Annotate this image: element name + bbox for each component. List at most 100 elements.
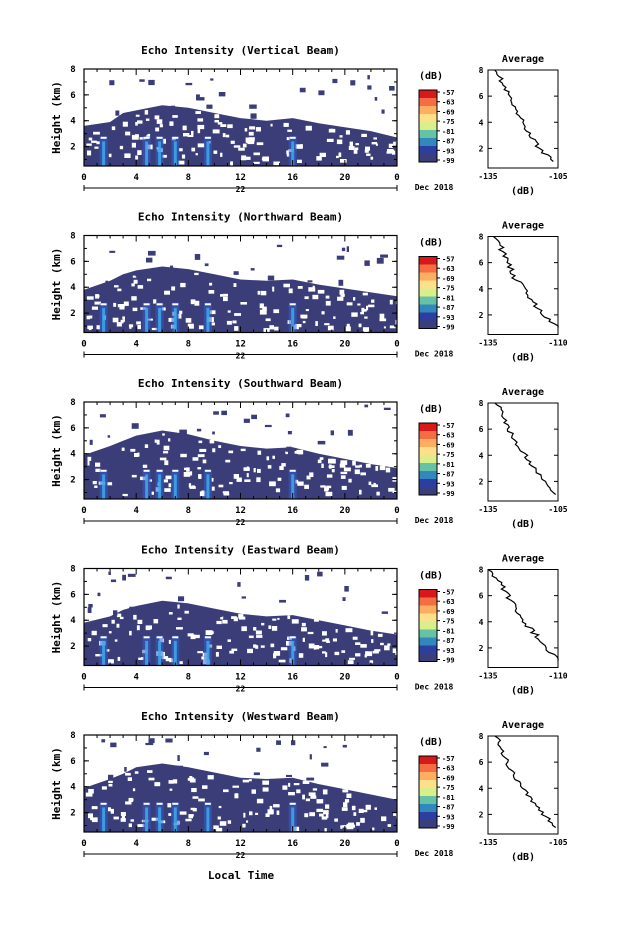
echo-gap xyxy=(365,651,373,657)
echo-gap xyxy=(395,301,400,305)
y-tick-label: 2 xyxy=(70,309,75,319)
avg-x-tick-label: -110 xyxy=(548,339,567,348)
colorbar-tick-label: -69 xyxy=(442,108,455,116)
echo-gap xyxy=(272,455,275,459)
echo-gap xyxy=(326,640,330,643)
echo-gap xyxy=(179,661,183,665)
echo-gap xyxy=(225,459,231,463)
y-tick-label: 4 xyxy=(70,117,76,127)
y-axis-label: Height (km) xyxy=(50,747,63,820)
echo-gap xyxy=(218,484,224,488)
colorbar-swatch xyxy=(419,423,437,432)
colorbar-swatch xyxy=(419,589,437,598)
average-profile-line xyxy=(494,402,557,495)
avg-y-tick-label: 2 xyxy=(479,144,484,153)
echo-gap xyxy=(153,299,157,304)
avg-y-tick-label: 8 xyxy=(479,732,484,741)
echo-gap xyxy=(256,635,263,638)
colorbar-frame xyxy=(418,589,438,662)
echo-gap xyxy=(352,824,355,828)
echo-gap xyxy=(171,286,176,291)
colorbar-swatch xyxy=(419,296,437,305)
echo-gap xyxy=(190,807,196,811)
colorbar-swatch xyxy=(419,463,437,472)
echo-gap xyxy=(320,485,326,488)
echo-gap xyxy=(375,143,378,146)
echo-patch xyxy=(381,109,385,114)
echo-gap xyxy=(182,125,187,131)
echo-gap xyxy=(273,653,277,659)
echo-gap xyxy=(177,313,182,319)
x-tick-label: 16 xyxy=(287,506,298,516)
echo-gap xyxy=(189,778,196,783)
colorbar-swatch xyxy=(419,820,437,829)
echo-patch xyxy=(304,575,310,581)
panel-4: Echo Intensity (Westward Beam) 2 4 6 8 Height… xyxy=(50,710,568,863)
echo-patch xyxy=(286,446,292,452)
echo-gap xyxy=(360,809,368,813)
echo-gap xyxy=(212,129,220,134)
echo-gap xyxy=(288,792,295,796)
echo-gap xyxy=(226,320,232,325)
echo-gap xyxy=(96,141,100,145)
echo-gap xyxy=(131,142,136,148)
echo-patch xyxy=(291,740,296,746)
panel-title: Echo Intensity (Eastward Beam) xyxy=(141,544,340,557)
colorbar-tick-label: -57 xyxy=(442,256,455,264)
echo-gap xyxy=(247,648,253,654)
echo-gap xyxy=(319,813,324,817)
echo-patch xyxy=(101,739,106,743)
echo-gap xyxy=(87,325,93,329)
echo-gap xyxy=(384,645,390,651)
echo-bright-line xyxy=(289,636,296,639)
avg-x-tick-label: -105 xyxy=(548,838,567,847)
echo-gap xyxy=(325,652,328,658)
strong-echo-core xyxy=(291,640,295,666)
echo-gap xyxy=(120,818,126,822)
echo-gap xyxy=(371,142,378,145)
echo-gap xyxy=(137,285,144,289)
colorbar-swatch xyxy=(419,146,437,155)
echo-patch xyxy=(163,605,168,611)
echo-gap xyxy=(269,325,274,330)
x-tick-label: 0 xyxy=(394,673,399,683)
average-title: Average xyxy=(502,54,544,65)
colorbar-unit: (dB) xyxy=(419,238,443,249)
echo-gap xyxy=(216,827,223,832)
echo-gap xyxy=(234,793,239,799)
y-tick-label: 6 xyxy=(70,424,75,434)
echo-gap xyxy=(365,464,371,468)
echo-patch xyxy=(210,78,214,81)
echo-gap xyxy=(231,648,238,651)
day-label: 22 xyxy=(236,518,246,527)
echo-bright-line xyxy=(204,136,211,139)
echo-gap xyxy=(94,146,99,149)
colorbar-frame xyxy=(418,89,438,163)
echo-patch xyxy=(194,254,201,260)
echo-gap xyxy=(306,475,311,480)
echo-gap xyxy=(233,145,241,148)
echo-bright-line xyxy=(172,303,179,306)
colorbar-tick-label: -63 xyxy=(442,265,455,273)
average-x-label: (dB) xyxy=(511,519,535,530)
echo-gap xyxy=(192,796,199,799)
echo-bright-line xyxy=(143,136,150,139)
echo-gap xyxy=(151,817,158,821)
echo-gap xyxy=(288,782,291,787)
echo-gap xyxy=(121,813,125,819)
echo-patch xyxy=(286,774,292,777)
day-label: 22 xyxy=(236,851,246,860)
day-label: 22 xyxy=(236,185,246,194)
echo-patch xyxy=(264,424,272,428)
echo-gap xyxy=(261,622,265,626)
echo-gap xyxy=(191,147,196,152)
colorbar-swatch xyxy=(419,431,437,440)
colorbar-swatch xyxy=(419,804,437,813)
echo-gap xyxy=(177,604,180,609)
echo-gap xyxy=(281,463,286,467)
echo-gap xyxy=(197,651,203,654)
echo-gap xyxy=(354,147,359,151)
echo-gap xyxy=(343,467,351,472)
strong-echo-core xyxy=(291,141,295,166)
echo-patch xyxy=(287,431,292,435)
